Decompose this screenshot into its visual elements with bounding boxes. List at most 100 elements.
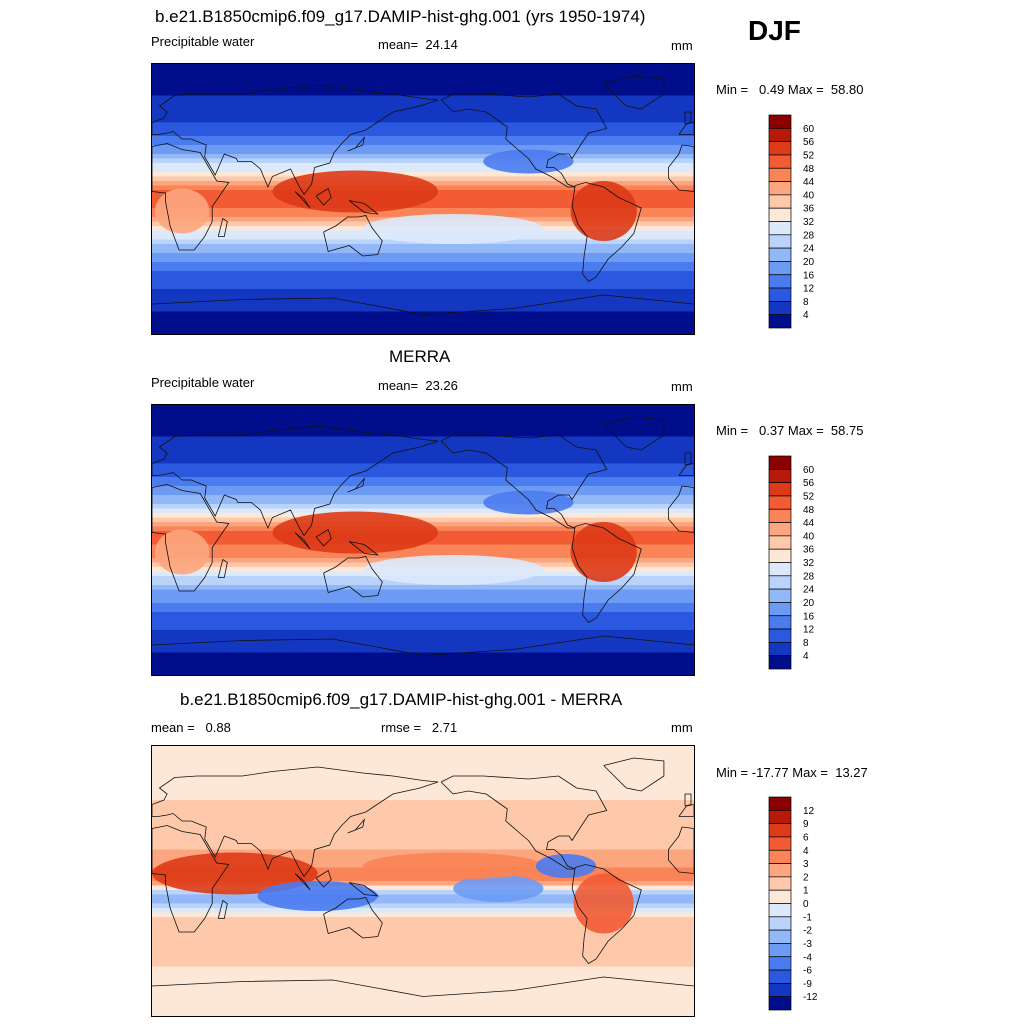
map-0-field-band	[152, 167, 694, 173]
panel-2-mean-label: mean= 23.26	[378, 378, 458, 393]
panel-1-variable-label: Precipitable water	[151, 34, 255, 49]
map-1-field-band	[152, 648, 694, 654]
map-1-field-band	[152, 508, 694, 514]
colorbar-0-tick-label: 28	[803, 230, 815, 241]
map-1-feature	[483, 490, 574, 515]
colorbar-1-tick-label: 8	[803, 638, 809, 649]
panel-2-title: MERRA	[389, 347, 451, 366]
map-2-field-band	[152, 831, 694, 837]
map-0-feature	[155, 188, 210, 234]
map-2-field-band	[152, 822, 694, 828]
map-1-coastline	[347, 477, 365, 493]
colorbar-1-tick-label: 28	[803, 571, 815, 582]
map-2-field-band	[152, 818, 694, 824]
map-1-field-band	[152, 450, 694, 456]
map-1-field-band	[152, 468, 694, 474]
map-0-field-band	[152, 320, 694, 326]
map-1-field-band	[152, 643, 694, 649]
map-1-field-band	[152, 436, 694, 442]
map-2-field-band	[152, 966, 694, 972]
map-1-field-band	[152, 657, 694, 663]
map-1-field-band	[152, 499, 694, 505]
colorbar-1-swatch	[768, 615, 792, 630]
map-1-coastline	[152, 635, 694, 656]
colorbar-1-swatch	[768, 575, 792, 590]
map-0-coastline	[603, 75, 665, 110]
map-1-coastline	[440, 434, 608, 529]
colorbar-1-swatch	[768, 522, 792, 537]
map-0-field-band	[152, 311, 694, 317]
map-1-coastline	[603, 416, 665, 451]
map-2-field-band	[152, 876, 694, 882]
map-2-field-band	[152, 759, 694, 765]
map-1-field-band	[152, 661, 694, 667]
colorbar-1-swatch	[768, 628, 792, 643]
colorbar-1-tick-label: 60	[803, 465, 815, 476]
colorbar-1-swatch	[768, 562, 792, 577]
map-1-field-band	[152, 418, 694, 424]
map-2-field-band	[152, 777, 694, 783]
map-1-field-band	[152, 409, 694, 415]
colorbar-2-swatch	[768, 836, 792, 851]
colorbar-1-tick-label: 40	[803, 531, 815, 542]
map-1-field-band	[152, 616, 694, 622]
map-0-field-band	[152, 325, 694, 331]
map-2-feature	[573, 873, 634, 934]
map-2-field-band	[152, 998, 694, 1004]
map-2-field-band	[152, 899, 694, 905]
map-1-field-band	[152, 463, 694, 469]
map-1-field-band	[152, 544, 694, 550]
colorbar-1-swatch	[768, 455, 792, 470]
map-0-field-band	[152, 113, 694, 119]
map-1-coastline	[571, 523, 642, 624]
colorbar-2-swatch	[768, 929, 792, 944]
colorbar-1-tick-label: 12	[803, 625, 815, 636]
colorbar-0-tick-label: 12	[803, 284, 815, 295]
map-2-field-band	[152, 845, 694, 851]
panel-1-map-plot	[152, 64, 694, 334]
map-1-field-band	[152, 495, 694, 501]
map-0-field-band	[152, 262, 694, 268]
colorbar-1-swatch	[768, 482, 792, 497]
colorbar-0-tick-label: 16	[803, 270, 815, 281]
map-2-coastline	[152, 766, 439, 878]
map-0-field-band	[152, 91, 694, 97]
map-2-field-band	[152, 804, 694, 810]
map-2-coastline	[348, 882, 380, 897]
map-0-field-band	[152, 140, 694, 146]
map-0-feature	[362, 214, 544, 244]
map-2-field-band	[152, 849, 694, 855]
map-2-coastline	[347, 818, 365, 834]
map-0-feature	[272, 170, 439, 213]
map-0-field-band	[152, 64, 694, 70]
colorbar-2-swatch	[768, 863, 792, 878]
map-1-coastline	[152, 425, 439, 537]
map-0-coastline	[323, 215, 383, 257]
map-1-coastline	[294, 532, 311, 550]
colorbar-1-tick-label: 24	[803, 585, 815, 596]
map-2-field-band	[152, 939, 694, 945]
map-2-field-band	[152, 786, 694, 792]
colorbar-2-swatch	[768, 943, 792, 958]
colorbar-0-tick-label: 52	[803, 150, 815, 161]
panel-1-minmax-label: Min = 0.49 Max = 58.80	[716, 82, 864, 97]
panel-3-map-plot	[152, 746, 694, 1016]
map-2-field-band	[152, 768, 694, 774]
panel-3-mean-label: mean = 0.88	[151, 720, 231, 735]
map-2-field-band	[152, 755, 694, 761]
map-1-field-band	[152, 612, 694, 618]
colorbar-2-swatch	[768, 969, 792, 984]
colorbar-2-swatch	[768, 796, 792, 811]
map-2-field-band	[152, 1011, 694, 1016]
map-0-field-band	[152, 284, 694, 290]
map-1-field-band	[152, 634, 694, 640]
map-2-field-band	[152, 782, 694, 788]
map-0-field-band	[152, 86, 694, 92]
map-0-field-band	[152, 298, 694, 304]
colorbar-2-tick-label: 12	[803, 806, 815, 817]
colorbar-1-tick-label: 44	[803, 518, 815, 529]
map-2-coastline	[323, 897, 383, 939]
map-0-field-band	[152, 68, 694, 74]
map-2-coastline	[684, 793, 692, 807]
map-2-feature	[152, 852, 318, 895]
